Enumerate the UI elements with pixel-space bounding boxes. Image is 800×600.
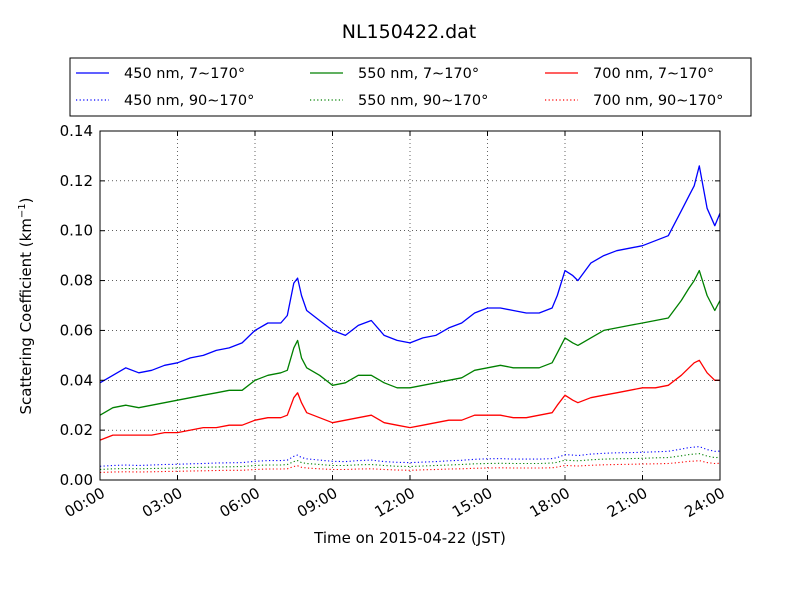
y-tick-label: 0.14 (60, 122, 93, 140)
y-axis-label-main: Scattering Coefficient (km (17, 218, 35, 414)
y-tick-label: 0.10 (60, 222, 93, 240)
legend-label: 700 nm, 7∼170° (593, 66, 714, 82)
series-line (99, 453, 721, 471)
y-tick-label: 0.08 (60, 272, 93, 290)
y-tick-label: 0.02 (60, 421, 93, 439)
y-tick-label: 0.06 (60, 321, 93, 339)
y-axis-label: Scattering Coefficient (km−1) (17, 197, 35, 414)
legend-label: 700 nm, 90∼170° (593, 93, 723, 109)
y-axis-label-end: ) (17, 197, 35, 203)
legend: 450 nm, 7∼170° 550 nm, 7∼170° 700 nm, 7∼17… (69, 57, 752, 117)
legend-label: 550 nm, 90∼170° (358, 93, 488, 109)
y-axis-label-sup: −1 (17, 203, 28, 218)
legend-label: 450 nm, 7∼170° (124, 66, 245, 82)
legend-box (69, 57, 752, 117)
series-line (99, 165, 721, 384)
x-axis-label: Time on 2015-04-22 (JST) (313, 529, 506, 547)
y-tick-label: 0.04 (60, 371, 93, 389)
grid (100, 131, 720, 480)
series-line (99, 269, 721, 416)
legend-label: 550 nm, 7∼170° (358, 66, 479, 82)
y-tick-label: 0.00 (60, 471, 93, 489)
series-lines (99, 165, 721, 474)
legend-label: 450 nm, 90∼170° (124, 93, 254, 109)
chart-title: NL150422.dat (342, 21, 477, 43)
y-tick-label: 0.12 (60, 172, 93, 190)
series-line (99, 359, 720, 441)
